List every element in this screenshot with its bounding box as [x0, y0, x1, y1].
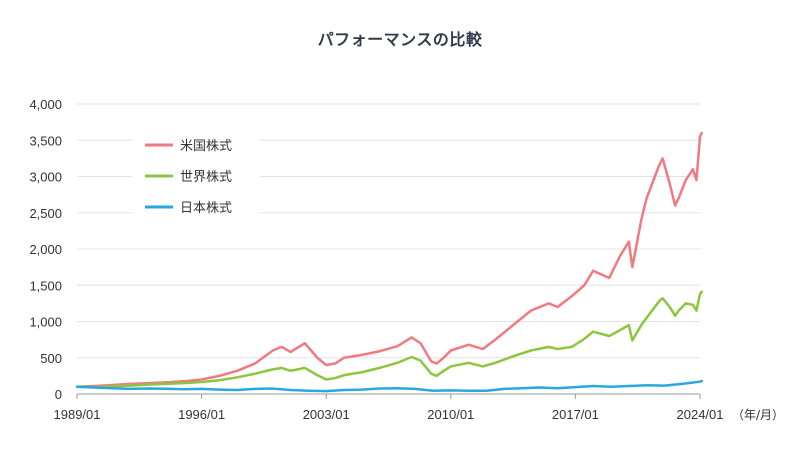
- legend-item: 日本株式: [145, 201, 232, 216]
- y-tick-label: 4,000: [29, 97, 62, 112]
- x-tick-label: 2003/01: [303, 407, 350, 422]
- y-tick-label: 1,000: [29, 315, 62, 330]
- y-axis-labels: 0 500 1,000 1,500 2,000 2,500 3,000 3,500 4,000: [29, 97, 62, 402]
- y-tick-label: 3,500: [29, 133, 62, 148]
- grid: [76, 103, 701, 399]
- y-tick-label: 500: [40, 351, 62, 366]
- legend-label-world: 世界株式: [180, 170, 232, 185]
- y-tick-label: 1,500: [29, 278, 62, 293]
- x-tick-label: 2017/01: [552, 407, 599, 422]
- legend-label-us: 米国株式: [180, 139, 232, 154]
- legend: 米国株式 世界株式 日本株式: [132, 124, 260, 226]
- x-tick-label: 2024/01: [677, 407, 724, 422]
- series-line-1: [75, 290, 704, 389]
- series-line-0: [75, 131, 704, 388]
- legend-item: 米国株式: [145, 139, 232, 154]
- x-tick-label: 2010/01: [427, 407, 474, 422]
- x-axis-unit: （年/月）: [732, 408, 784, 422]
- legend-item: 世界株式: [145, 170, 232, 185]
- x-tick-label: 1989/01: [54, 407, 101, 422]
- legend-label-japan: 日本株式: [180, 201, 232, 216]
- y-tick-label: 3,000: [29, 170, 62, 185]
- x-tick-label: 1996/01: [178, 407, 225, 422]
- y-tick-label: 2,500: [29, 206, 62, 221]
- series-lines: [75, 131, 704, 393]
- chart-title: パフォーマンスの比較: [317, 30, 483, 49]
- y-tick-label: 0: [55, 387, 62, 402]
- x-axis-labels: 1989/01 1996/01 2003/01 2010/01 2017/01 2024/…: [54, 407, 724, 422]
- y-tick-label: 2,000: [29, 242, 62, 257]
- series-line-2: [75, 379, 704, 393]
